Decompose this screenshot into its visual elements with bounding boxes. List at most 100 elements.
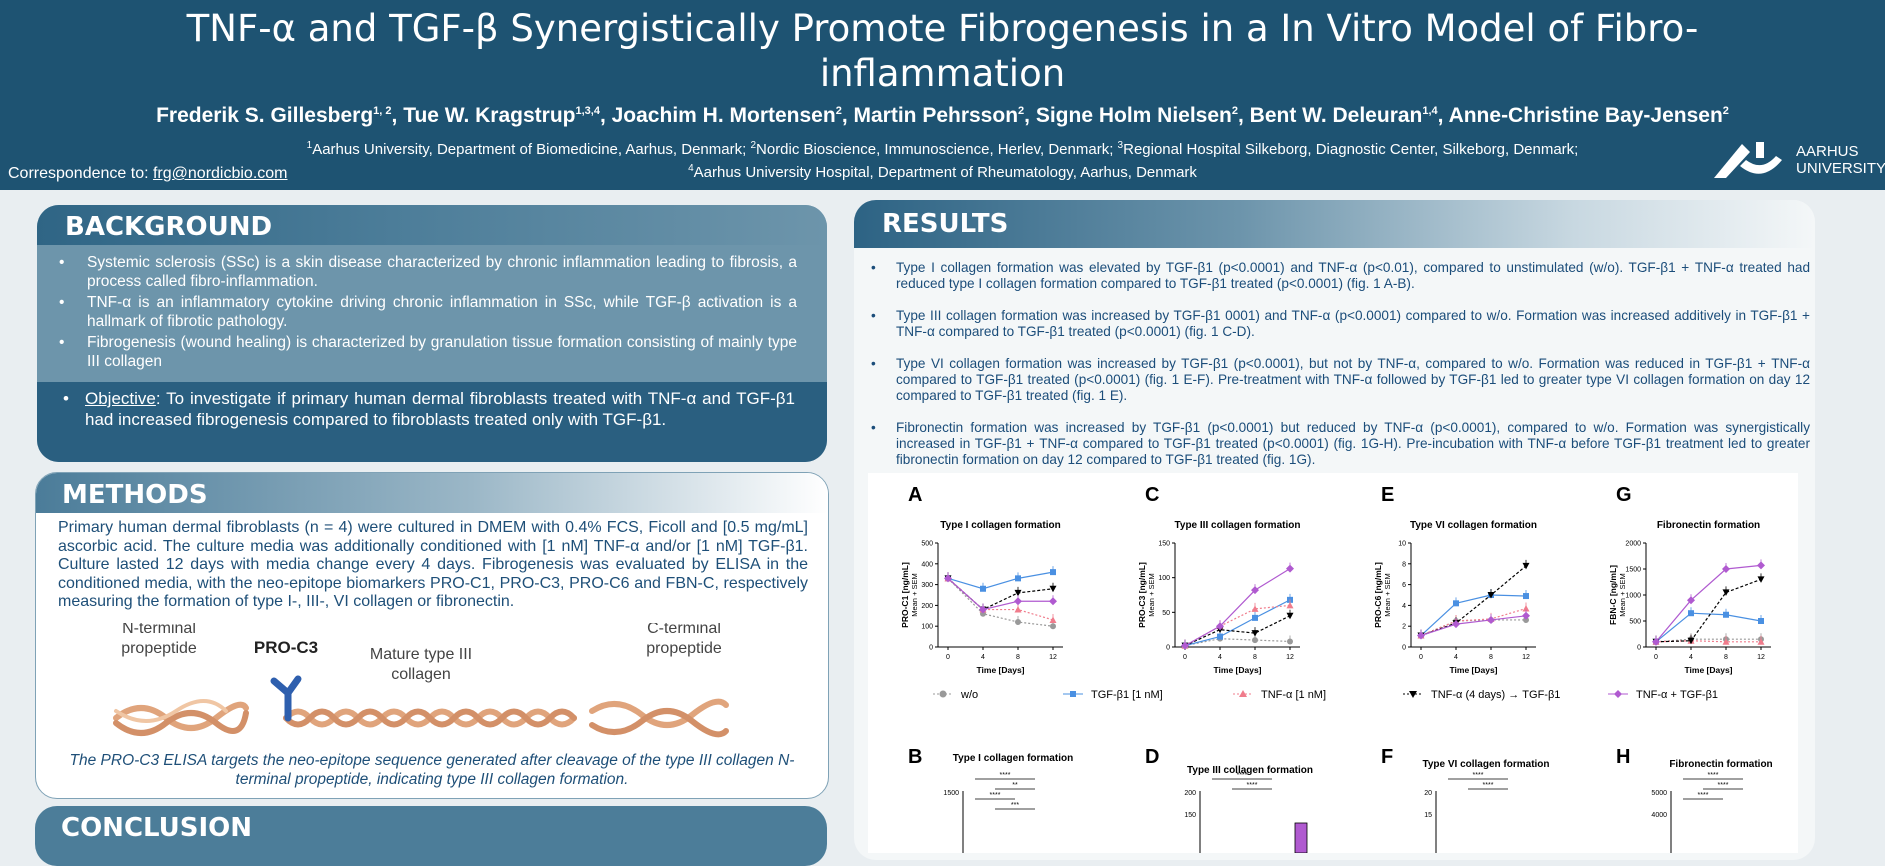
data-point bbox=[1286, 564, 1294, 573]
data-point bbox=[1757, 638, 1765, 645]
results-bullet: Type III collagen formation was increase… bbox=[871, 308, 1810, 340]
x-axis-label: Time [Days] bbox=[1684, 665, 1732, 675]
data-point bbox=[1216, 622, 1224, 631]
series-line bbox=[1655, 578, 1762, 643]
data-point bbox=[1687, 637, 1695, 645]
conclusion-section: CONCLUSION bbox=[35, 806, 827, 866]
data-point bbox=[1522, 611, 1530, 620]
y-tick-label: 50 bbox=[1162, 610, 1170, 617]
methods-caption: The PRO-C3 ELISA targets the neo-epitope… bbox=[69, 752, 795, 788]
affiliation-text: Nordic Bioscience, Immunoscience, Herlev… bbox=[756, 141, 1118, 158]
y-tick-label: 1000 bbox=[1625, 593, 1641, 600]
background-section: BACKGROUND Systemic sclerosis (SSc) is a… bbox=[37, 205, 827, 462]
legend-label: TNF-α + TGF-β1 bbox=[1636, 689, 1718, 701]
panel-letter: G bbox=[1616, 484, 1632, 506]
data-point bbox=[1722, 638, 1730, 645]
data-point bbox=[1014, 589, 1022, 597]
author-sup: 1, 2 bbox=[373, 105, 392, 117]
collagen-strand-icon bbox=[113, 698, 729, 738]
panel-letter: C bbox=[1145, 484, 1159, 506]
panel-title: Type I collagen formation bbox=[953, 753, 1073, 764]
series-line bbox=[947, 577, 1053, 611]
author-name: Tue W. Kragstrup1,3,4 bbox=[403, 104, 600, 127]
panel-letter: H bbox=[1616, 746, 1630, 768]
background-bullet: Systemic sclerosis (SSc) is a skin disea… bbox=[59, 253, 797, 291]
correspondence: Correspondence to: frg@nordicbio.com bbox=[8, 165, 288, 183]
series-line bbox=[1184, 638, 1291, 647]
x-tick-label: 0 bbox=[1654, 654, 1658, 661]
data-point bbox=[1251, 630, 1259, 637]
legend-marker bbox=[1614, 690, 1622, 698]
correspondence-email-link[interactable]: frg@nordicbio.com bbox=[152, 165, 288, 182]
y-tick-label: 0 bbox=[1637, 645, 1641, 652]
significance-stars: **** bbox=[1718, 782, 1729, 789]
n-terminal-label-1: N-terminal bbox=[122, 623, 196, 637]
background-list: Systemic sclerosis (SSc) is a skin disea… bbox=[59, 253, 797, 371]
data-point bbox=[1523, 593, 1529, 600]
pro-c3-label: PRO-C3 bbox=[254, 638, 318, 657]
data-point bbox=[1050, 623, 1056, 630]
author-name: Joachim H. Mortensen2 bbox=[611, 104, 842, 127]
x-tick-label: 8 bbox=[1489, 654, 1493, 661]
y-tick-label: 150 bbox=[1184, 812, 1196, 819]
x-tick-label: 8 bbox=[1253, 654, 1257, 661]
x-tick-label: 8 bbox=[1724, 654, 1728, 661]
affiliation-text: Regional Hospital Silkeborg, Diagnostic … bbox=[1123, 141, 1579, 158]
conclusion-heading: CONCLUSION bbox=[61, 813, 253, 843]
author-sup: 1,4 bbox=[1422, 105, 1438, 117]
x-tick-label: 12 bbox=[1522, 654, 1530, 661]
data-point bbox=[1049, 616, 1057, 623]
data-point bbox=[1014, 606, 1022, 613]
data-point bbox=[1014, 597, 1022, 606]
panel-letter: D bbox=[1145, 746, 1159, 768]
series-line bbox=[947, 577, 1054, 627]
x-tick-label: 12 bbox=[1286, 654, 1294, 661]
results-list: Type I collagen formation was elevated b… bbox=[871, 260, 1810, 468]
data-point bbox=[1015, 619, 1021, 626]
significance-stars: *** bbox=[1011, 802, 1019, 809]
objective-box: • Objective: To investigate if primary h… bbox=[37, 382, 827, 462]
y-tick-label: 4 bbox=[1402, 603, 1406, 610]
author-sup: 2 bbox=[1018, 105, 1025, 117]
author-name: Frederik S. Gillesberg1, 2 bbox=[156, 104, 392, 127]
x-tick-label: 4 bbox=[1689, 654, 1693, 661]
data-point bbox=[1453, 600, 1459, 607]
series-line bbox=[1184, 615, 1291, 647]
data-point bbox=[1050, 569, 1056, 576]
data-point bbox=[1217, 633, 1223, 640]
x-tick-label: 12 bbox=[1049, 654, 1057, 661]
data-point bbox=[1722, 589, 1730, 596]
x-axis-label: Time [Days] bbox=[1213, 665, 1261, 675]
y-axis-label: PRO-C6 [ng/mL] bbox=[1373, 562, 1383, 628]
y-axis-sublabel: Mean + SEM bbox=[1383, 573, 1392, 617]
significance-stars: **** bbox=[1237, 772, 1248, 779]
aarhus-university-logo: AARHUS UNIVERSITY bbox=[1712, 138, 1885, 182]
n-terminal-label-2: propeptide bbox=[121, 640, 197, 657]
x-axis-label: Time [Days] bbox=[1449, 665, 1497, 675]
results-heading: RESULTS bbox=[882, 209, 1009, 239]
data-point bbox=[1252, 637, 1258, 644]
y-axis-label: PRO-C1 [ng/mL] bbox=[900, 562, 910, 628]
legend-marker bbox=[1409, 691, 1417, 698]
panel-title: Type VI collagen formation bbox=[1410, 520, 1537, 531]
data-point bbox=[1722, 565, 1730, 573]
data-point bbox=[1487, 615, 1495, 624]
panel-title: Type III collagen formation bbox=[1175, 520, 1301, 531]
significance-stars: ** bbox=[1012, 782, 1018, 789]
significance-stars: **** bbox=[1483, 782, 1494, 789]
series-line bbox=[1184, 568, 1291, 647]
legend-label: w/o bbox=[960, 689, 978, 701]
data-point bbox=[1687, 596, 1695, 605]
data-point bbox=[1522, 562, 1530, 570]
y-tick-label: 0 bbox=[1166, 645, 1170, 652]
data-point bbox=[1757, 576, 1765, 583]
x-tick-label: 4 bbox=[981, 654, 985, 661]
series-line bbox=[947, 577, 1054, 621]
data-point bbox=[1049, 597, 1057, 606]
logo-word-2: UNIVERSITY bbox=[1796, 160, 1885, 177]
series-line bbox=[1184, 599, 1291, 647]
y-tick-label: 6 bbox=[1402, 582, 1406, 589]
affiliation-sup: 3 bbox=[1117, 140, 1124, 151]
series-line bbox=[947, 571, 1054, 590]
